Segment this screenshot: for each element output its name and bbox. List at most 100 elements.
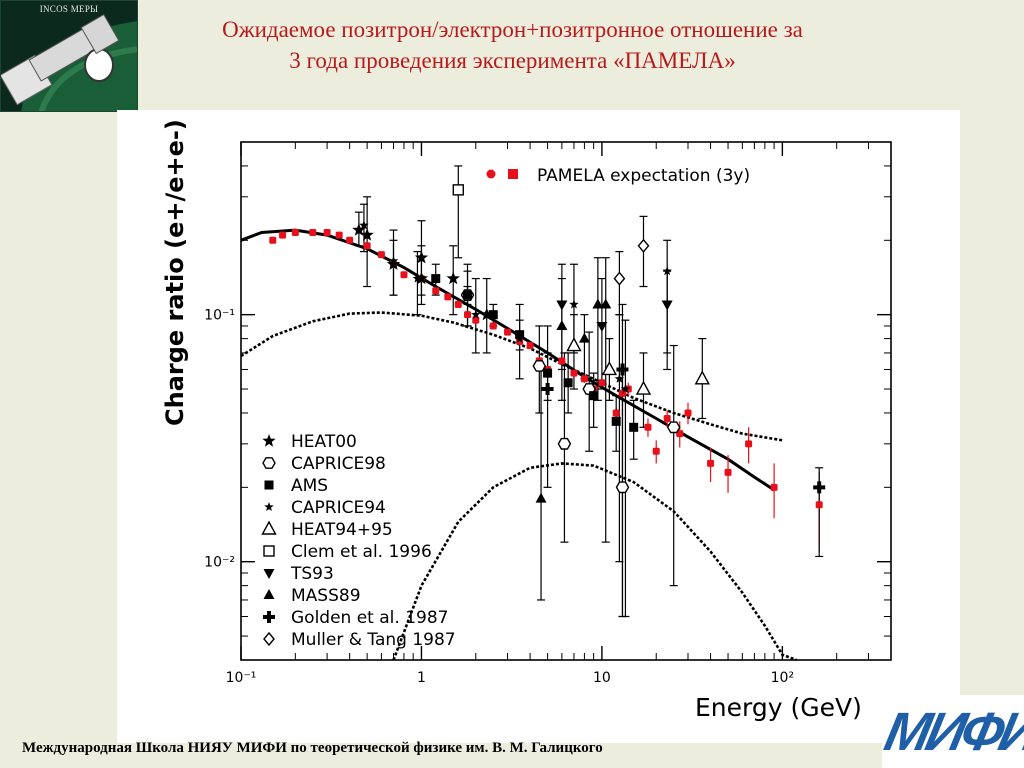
star-small-marker [569, 299, 579, 309]
star-marker [480, 307, 494, 321]
star-small-marker [614, 373, 625, 383]
star-small-marker [662, 266, 672, 276]
triangle-up-filled-marker [535, 492, 547, 503]
pamela-point [612, 409, 620, 417]
x-tick-label: 1 [417, 670, 426, 686]
triangle-up-filled-marker [556, 319, 568, 330]
legend-label: HEAT00 [291, 432, 357, 452]
diamond-open-marker [263, 631, 275, 647]
pamela-point [580, 375, 588, 383]
square-open-marker [263, 545, 275, 557]
star-marker [446, 271, 460, 285]
triangle-up-open-marker [566, 337, 582, 352]
triangle-down-filled-marker [661, 300, 673, 311]
triangle-up-filled-marker [578, 332, 590, 343]
star-small-marker [412, 273, 423, 283]
legend-label: AMS [291, 476, 328, 496]
x-tick-label: 10⁻¹ [226, 670, 257, 686]
triangle-up-open-marker [694, 370, 710, 385]
mephi-logo: МИФИ [879, 695, 1024, 768]
pamela-point [454, 300, 462, 308]
pamela-point [377, 251, 385, 259]
model-curves [240, 228, 798, 662]
legend-label: CAPRICE98 [291, 454, 386, 474]
star-small-marker [471, 309, 481, 319]
pamela-point [489, 322, 497, 330]
pamela-point [815, 501, 823, 509]
y-tick-label: 10⁻¹ [204, 308, 235, 324]
legend-label: Golden et al. 1987 [291, 608, 448, 628]
model-curve-dotted [240, 311, 783, 442]
square-filled-marker [264, 480, 274, 490]
legend-label: Clem et al. 1996 [291, 542, 432, 562]
legend-label: HEAT94+95 [291, 520, 393, 540]
pamela-point [400, 271, 408, 279]
square-filled-marker [611, 416, 621, 426]
triangle-up-filled-marker [600, 298, 612, 309]
pamela-point [598, 379, 606, 387]
pamela-point [323, 229, 331, 237]
title-line-1: Ожидаемое позитрон/электрон+позитронное … [222, 17, 803, 42]
star-marker [262, 434, 276, 447]
hexagon-open-marker [666, 421, 681, 434]
plot-frame [240, 141, 892, 661]
star-small-marker [620, 384, 631, 394]
star-marker [414, 250, 429, 264]
legend-label: MASS89 [291, 586, 361, 606]
title-line-2: 3 года проведения эксперимента «ПАМЕЛА» [289, 48, 736, 73]
pamela-point [684, 409, 692, 417]
pamela-point [309, 229, 317, 237]
star-small-marker [514, 333, 525, 343]
pamela-point [676, 430, 684, 438]
triangle-up-open-marker [261, 520, 277, 535]
y-tick-label: 10⁻² [204, 555, 235, 571]
pamela-point [269, 236, 277, 244]
star-marker [414, 271, 429, 285]
square-filled-marker [629, 422, 639, 432]
x-tick-label: 10² [771, 670, 794, 686]
pamela-point [526, 342, 534, 350]
incos-logo: INCOS МЕРЫ [0, 0, 138, 112]
legend: PAMELA expectation (3y) HEAT00CAPRICE98AM… [261, 166, 750, 650]
square-filled-marker [543, 368, 553, 378]
mephi-logo-text: МИФИ [879, 702, 1024, 762]
pamela-point [291, 229, 299, 237]
model-curve-solid [240, 228, 775, 492]
legend-pamela-label: PAMELA expectation (3y) [537, 166, 750, 186]
axis-ticks: 10⁻¹ 1 10 10² 10⁻² 10⁻¹ [204, 142, 892, 686]
page-title: Ожидаемое позитрон/электрон+позитронное … [145, 14, 880, 76]
triangle-down-filled-marker [556, 300, 568, 311]
star-marker [360, 228, 374, 241]
triangle-down-filled-marker [596, 321, 608, 332]
triangle-up-filled-marker [263, 589, 275, 599]
triangle-up-filled-marker [592, 298, 604, 309]
legend-label: CAPRICE94 [291, 498, 386, 518]
cross-filled-marker [541, 383, 554, 396]
pamela-point [724, 468, 732, 476]
pamela-point [644, 423, 652, 431]
plot-frame-rect [240, 141, 892, 661]
triangle-up-open-marker [601, 361, 618, 376]
pamela-point [279, 231, 287, 239]
diamond-open-marker [613, 271, 626, 286]
pamela-point [770, 483, 778, 491]
star-marker [386, 257, 401, 270]
pamela-point [444, 293, 452, 301]
pamela-point [472, 316, 480, 324]
star-marker [352, 223, 366, 236]
x-tick-label: 10 [593, 670, 611, 686]
logo-caption: INCOS МЕРЫ [39, 4, 99, 14]
cross-filled-marker [616, 363, 629, 376]
legend-pamela-square [508, 169, 518, 179]
square-filled-marker [563, 378, 573, 388]
charge-ratio-chart: 10⁻¹ 1 10 10² 10⁻² 10⁻¹ PAMELA expectation (3… [161, 119, 892, 722]
hexagon-open-marker [262, 457, 276, 469]
x-axis-label: Energy (GeV) [695, 693, 862, 722]
square-filled-marker [488, 310, 498, 320]
pamela-point [558, 357, 566, 365]
pamela-point [504, 328, 512, 336]
y-axis-label: Charge ratio (e+/e+e-) [161, 119, 189, 426]
model-curve-dotted [392, 462, 798, 662]
hexagon-open-marker [532, 360, 547, 372]
pamela-point [745, 440, 753, 448]
